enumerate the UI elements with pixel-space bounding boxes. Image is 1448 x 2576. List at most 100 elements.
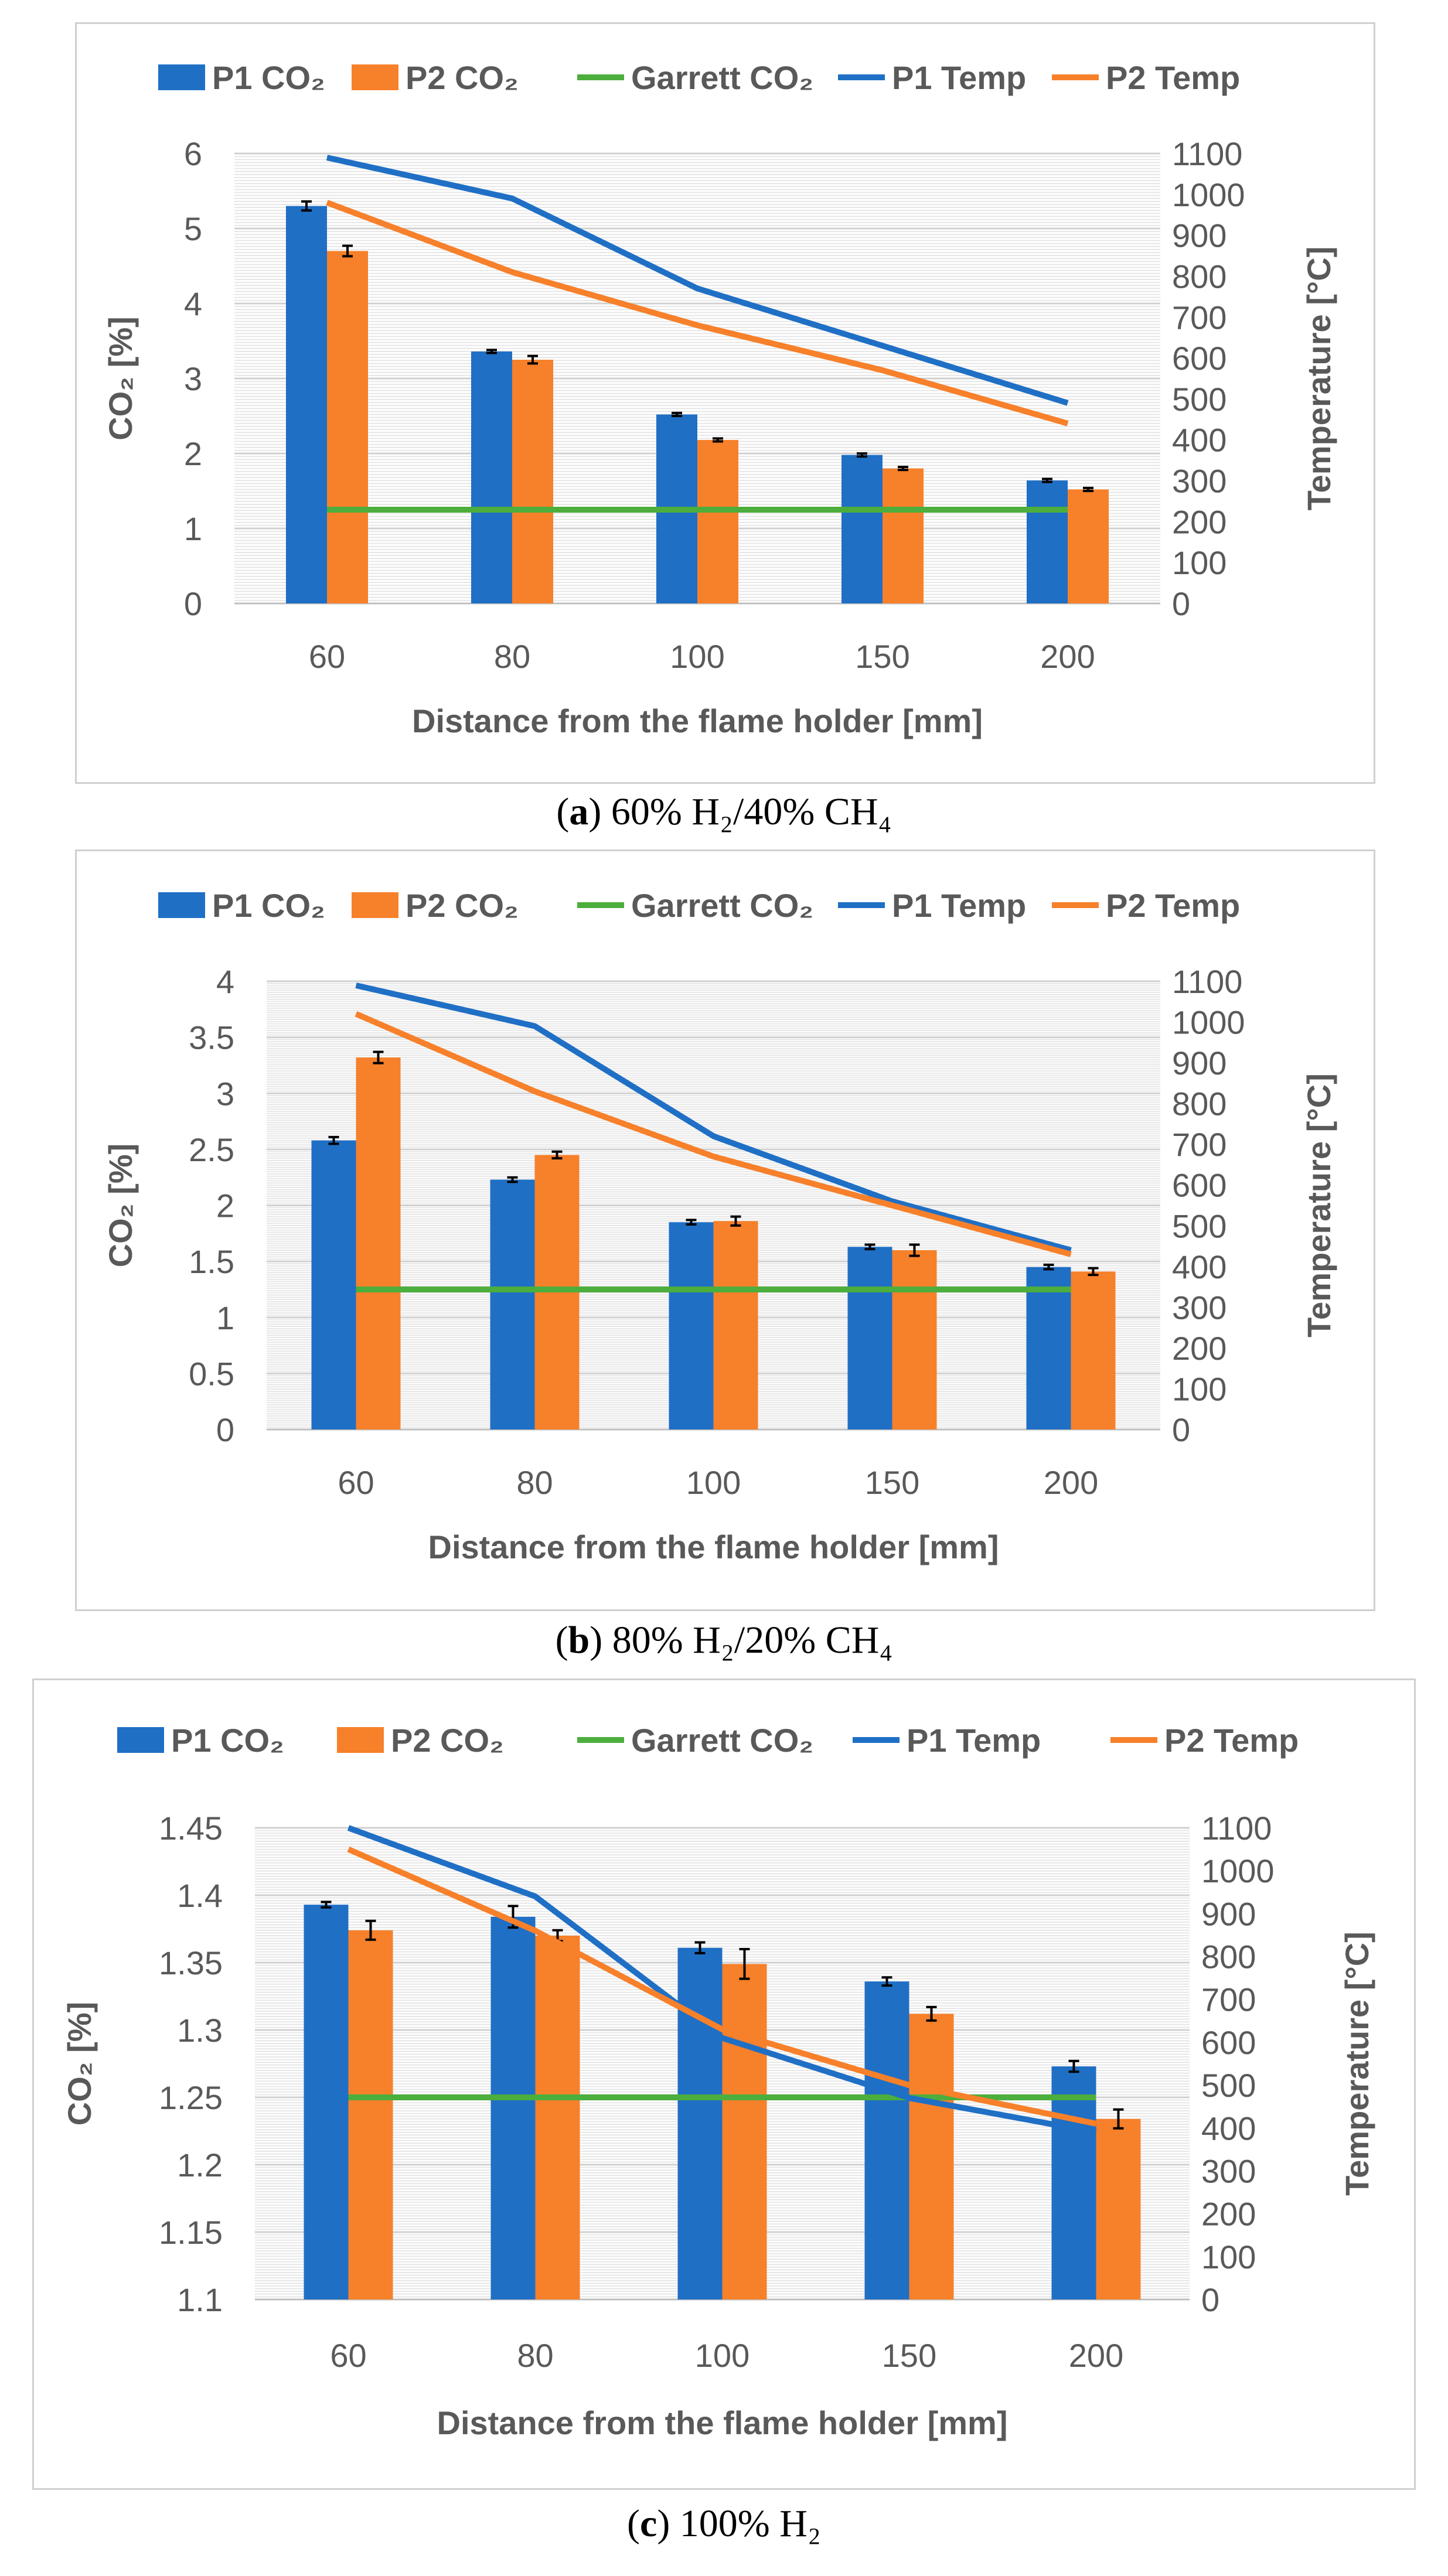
error-bar — [739, 1948, 750, 1980]
caption-b-letter: b — [568, 1619, 590, 1661]
error-bar — [926, 2005, 937, 2022]
chart-panel-b: 00.511.522.533.5401002003004005006007008… — [102, 887, 1337, 1565]
error-bar — [686, 1219, 697, 1226]
y2-tick-label: 800 — [1172, 1086, 1226, 1122]
error-bar — [881, 1976, 892, 1987]
error-bar — [1088, 1267, 1099, 1277]
legend-label: P1 CO₂ — [212, 887, 325, 924]
x-tick-label: 150 — [882, 2337, 936, 2374]
y-axis-title: CO₂ [%] — [102, 316, 139, 441]
line-series-p1-temp — [347, 1825, 1097, 2135]
error-bar — [486, 349, 497, 354]
chart-panel-c: 1.1 1.15 1.2 1.25 1.3 1.35 1.4 1.45 0 100 200 300 40… — [61, 1722, 1375, 2441]
bar — [909, 2014, 954, 2299]
line-series-p1-temp — [326, 155, 1069, 406]
error-bar — [373, 1050, 384, 1064]
y2-tick-label: 0 — [1172, 1411, 1190, 1448]
bar-series — [311, 1135, 1071, 1429]
y2-tick-label: 1000 — [1172, 176, 1245, 213]
legend-label: Garrett CO₂ — [631, 59, 813, 96]
error-bar — [730, 1215, 741, 1227]
error-bar — [1113, 2108, 1124, 2130]
y2-tick-label: 700 — [1172, 299, 1226, 336]
legend-swatch — [352, 892, 398, 918]
y2-tick-label: 200 — [1172, 1330, 1226, 1367]
line-series-p2-temp — [326, 200, 1069, 427]
y2-tick-label: 600 — [1201, 2024, 1256, 2061]
error-bar — [321, 1901, 332, 1909]
x-axis-title: Distance from the flame holder [mm] — [412, 702, 983, 739]
legend-label: P1 CO₂ — [212, 59, 325, 96]
x-tick-label: 150 — [865, 1464, 919, 1501]
legend-label: P2 CO₂ — [406, 59, 519, 96]
y-tick-label: 1.15 — [159, 2214, 223, 2251]
bar — [304, 1905, 349, 2299]
error-bar — [857, 452, 867, 458]
caption-a-letter: a — [569, 790, 589, 833]
y2-tick-label: 300 — [1172, 463, 1226, 500]
y-tick-label: 3.5 — [189, 1019, 234, 1056]
y-tick-label: 1 — [184, 510, 202, 547]
y-tick-label: 0 — [216, 1411, 234, 1448]
y-tick-label: 3 — [216, 1075, 234, 1112]
y2-tick-label: 700 — [1201, 1981, 1256, 2018]
chart-panel-a: 0123456010020030040050060070080090010001… — [102, 59, 1337, 739]
y2-tick-label: 900 — [1172, 217, 1226, 254]
caption-c: (c) 100% H₂ — [627, 2502, 821, 2545]
error-bar — [694, 1941, 706, 1954]
y2-tick-label: 0 — [1201, 2281, 1219, 2318]
caption-b: (b) 80% H₂/20% CH₄ — [555, 1619, 893, 1661]
x-tick-label: 100 — [695, 2337, 749, 2374]
caption-c-text: 100% H₂ — [679, 2502, 821, 2545]
bar — [1068, 489, 1109, 603]
error-bar — [672, 411, 682, 417]
y2-tick-label: 500 — [1172, 1207, 1226, 1244]
bar — [677, 1947, 723, 2299]
y-tick-label: 1.45 — [159, 1810, 223, 1847]
y-tick-label: 1 — [216, 1299, 234, 1336]
bar — [1027, 480, 1068, 603]
y-tick-label: 2.5 — [189, 1131, 234, 1168]
y2-tick-label: 800 — [1172, 258, 1226, 295]
x-tick-label: 80 — [516, 1464, 553, 1501]
y2-tick-label: 500 — [1172, 381, 1226, 418]
y-tick-label: 1.3 — [177, 2012, 223, 2049]
legend-label: P2 CO₂ — [406, 887, 519, 924]
y2-tick-label: 300 — [1172, 1289, 1226, 1326]
error-bar — [1042, 477, 1052, 483]
bar — [286, 206, 327, 604]
y-tick-label: 4 — [216, 963, 234, 1000]
y2-tick-label: 600 — [1172, 340, 1226, 377]
x-tick-label: 200 — [1044, 1464, 1098, 1501]
legend: P1 CO₂ P2 CO₂ Garrett CO₂ P1 Temp P2 Temp — [158, 59, 1240, 96]
y-tick-label: 6 — [184, 135, 202, 172]
bar — [713, 1221, 758, 1429]
error-bar — [898, 466, 908, 472]
error-bar — [713, 437, 723, 443]
bar — [1026, 1267, 1071, 1429]
y2-tick-label: 600 — [1172, 1167, 1226, 1204]
bar — [841, 455, 883, 603]
y2-axis-title: Temperature [°C] — [1338, 1932, 1375, 2196]
error-bar — [365, 1919, 376, 1941]
error-bar — [328, 1135, 339, 1145]
bar — [697, 439, 738, 603]
bar — [1051, 2066, 1096, 2299]
legend-label: Garrett CO₂ — [631, 887, 813, 924]
y-tick-label: 1.25 — [159, 2079, 223, 2116]
error-bar — [1083, 486, 1093, 492]
legend-swatch — [158, 64, 205, 90]
legend-label: P1 Temp — [907, 1722, 1041, 1759]
y2-tick-label: 1000 — [1172, 1004, 1245, 1041]
y2-tick-label: 200 — [1172, 503, 1226, 540]
y2-tick-label: 100 — [1201, 2239, 1256, 2275]
bar — [847, 1247, 892, 1429]
line-series-p1-temp — [355, 982, 1072, 1253]
legend-swatch — [352, 64, 398, 90]
y2-tick-label: 1100 — [1172, 963, 1242, 1000]
legend-label: P1 Temp — [892, 887, 1026, 924]
caption-c-letter: c — [640, 2502, 657, 2545]
bar — [348, 1930, 393, 2299]
bar — [722, 1964, 767, 2299]
